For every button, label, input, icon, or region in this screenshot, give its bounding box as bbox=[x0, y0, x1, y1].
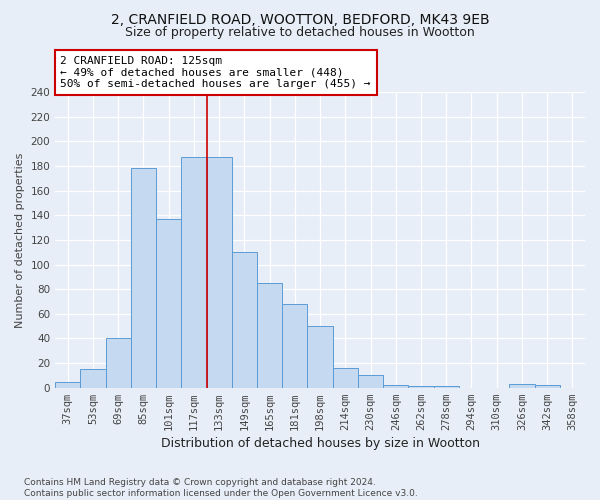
Bar bbox=[535, 385, 560, 388]
Bar bbox=[156, 219, 181, 388]
Text: 2 CRANFIELD ROAD: 125sqm
← 49% of detached houses are smaller (448)
50% of semi-: 2 CRANFIELD ROAD: 125sqm ← 49% of detach… bbox=[61, 56, 371, 89]
Y-axis label: Number of detached properties: Number of detached properties bbox=[15, 152, 25, 328]
X-axis label: Distribution of detached houses by size in Wootton: Distribution of detached houses by size … bbox=[161, 437, 479, 450]
Bar bbox=[358, 376, 383, 388]
Bar bbox=[409, 386, 434, 388]
Text: Size of property relative to detached houses in Wootton: Size of property relative to detached ho… bbox=[125, 26, 475, 39]
Bar bbox=[332, 368, 358, 388]
Bar bbox=[106, 338, 131, 388]
Bar bbox=[181, 158, 206, 388]
Bar bbox=[383, 385, 409, 388]
Bar bbox=[509, 384, 535, 388]
Bar bbox=[206, 158, 232, 388]
Bar bbox=[257, 283, 282, 388]
Bar bbox=[282, 304, 307, 388]
Text: Contains HM Land Registry data © Crown copyright and database right 2024.
Contai: Contains HM Land Registry data © Crown c… bbox=[24, 478, 418, 498]
Text: 2, CRANFIELD ROAD, WOOTTON, BEDFORD, MK43 9EB: 2, CRANFIELD ROAD, WOOTTON, BEDFORD, MK4… bbox=[110, 12, 490, 26]
Bar bbox=[434, 386, 459, 388]
Bar bbox=[307, 326, 332, 388]
Bar bbox=[232, 252, 257, 388]
Bar bbox=[55, 382, 80, 388]
Bar bbox=[131, 168, 156, 388]
Bar bbox=[80, 369, 106, 388]
